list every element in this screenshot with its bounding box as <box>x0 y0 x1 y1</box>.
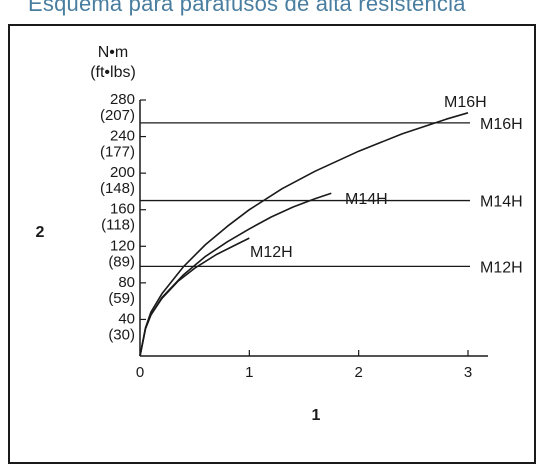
y-tick-label: 200 <box>110 164 135 181</box>
page-title: Esquema para parafusos de alta resistênc… <box>28 0 466 16</box>
y-tick-alt-label: (30) <box>108 326 135 343</box>
curve-label: M16H <box>444 94 487 111</box>
x-tick-label: 2 <box>354 364 362 381</box>
curve-m16h <box>139 112 469 357</box>
y-tick-alt-label: (118) <box>101 217 135 234</box>
chart-frame: N•m (ft•lbs) 2 1 M12H M14H M16H M12H M14H M1… <box>8 24 536 464</box>
y-tick-alt-label: (207) <box>100 107 135 124</box>
x-tick-label: 1 <box>245 364 253 381</box>
x-tick-label: 0 <box>136 364 144 381</box>
curve-label: M12H <box>250 244 293 261</box>
y-unit-label: N•m <box>98 44 128 61</box>
y-tick-alt-label: (59) <box>108 290 135 307</box>
x-axis-number-label: 1 <box>312 407 321 424</box>
reference-line-label: M14H <box>480 194 523 211</box>
y-tick-label: 240 <box>110 128 135 145</box>
reference-line-label: M12H <box>480 259 523 276</box>
y-tick-label: 280 <box>110 91 135 108</box>
y-tick-alt-label: (177) <box>100 144 135 161</box>
curve-m14h <box>139 192 332 357</box>
y-unit-alt-label: (ft•lbs) <box>90 64 136 81</box>
y-tick-label: 40 <box>118 310 135 327</box>
y-tick-label: 80 <box>118 274 135 291</box>
torque-chart: N•m (ft•lbs) 2 1 M12H M14H M16H M12H M14H M1… <box>36 44 523 424</box>
y-tick-label: 120 <box>110 237 135 254</box>
y-axis-number-label: 2 <box>36 224 45 241</box>
y-tick-alt-label: (148) <box>100 180 135 197</box>
y-tick-alt-label: (89) <box>108 253 135 270</box>
curve-label: M14H <box>345 191 388 208</box>
x-tick-label: 3 <box>464 364 472 381</box>
y-tick-label: 160 <box>110 201 135 218</box>
reference-line-label: M16H <box>480 116 523 133</box>
